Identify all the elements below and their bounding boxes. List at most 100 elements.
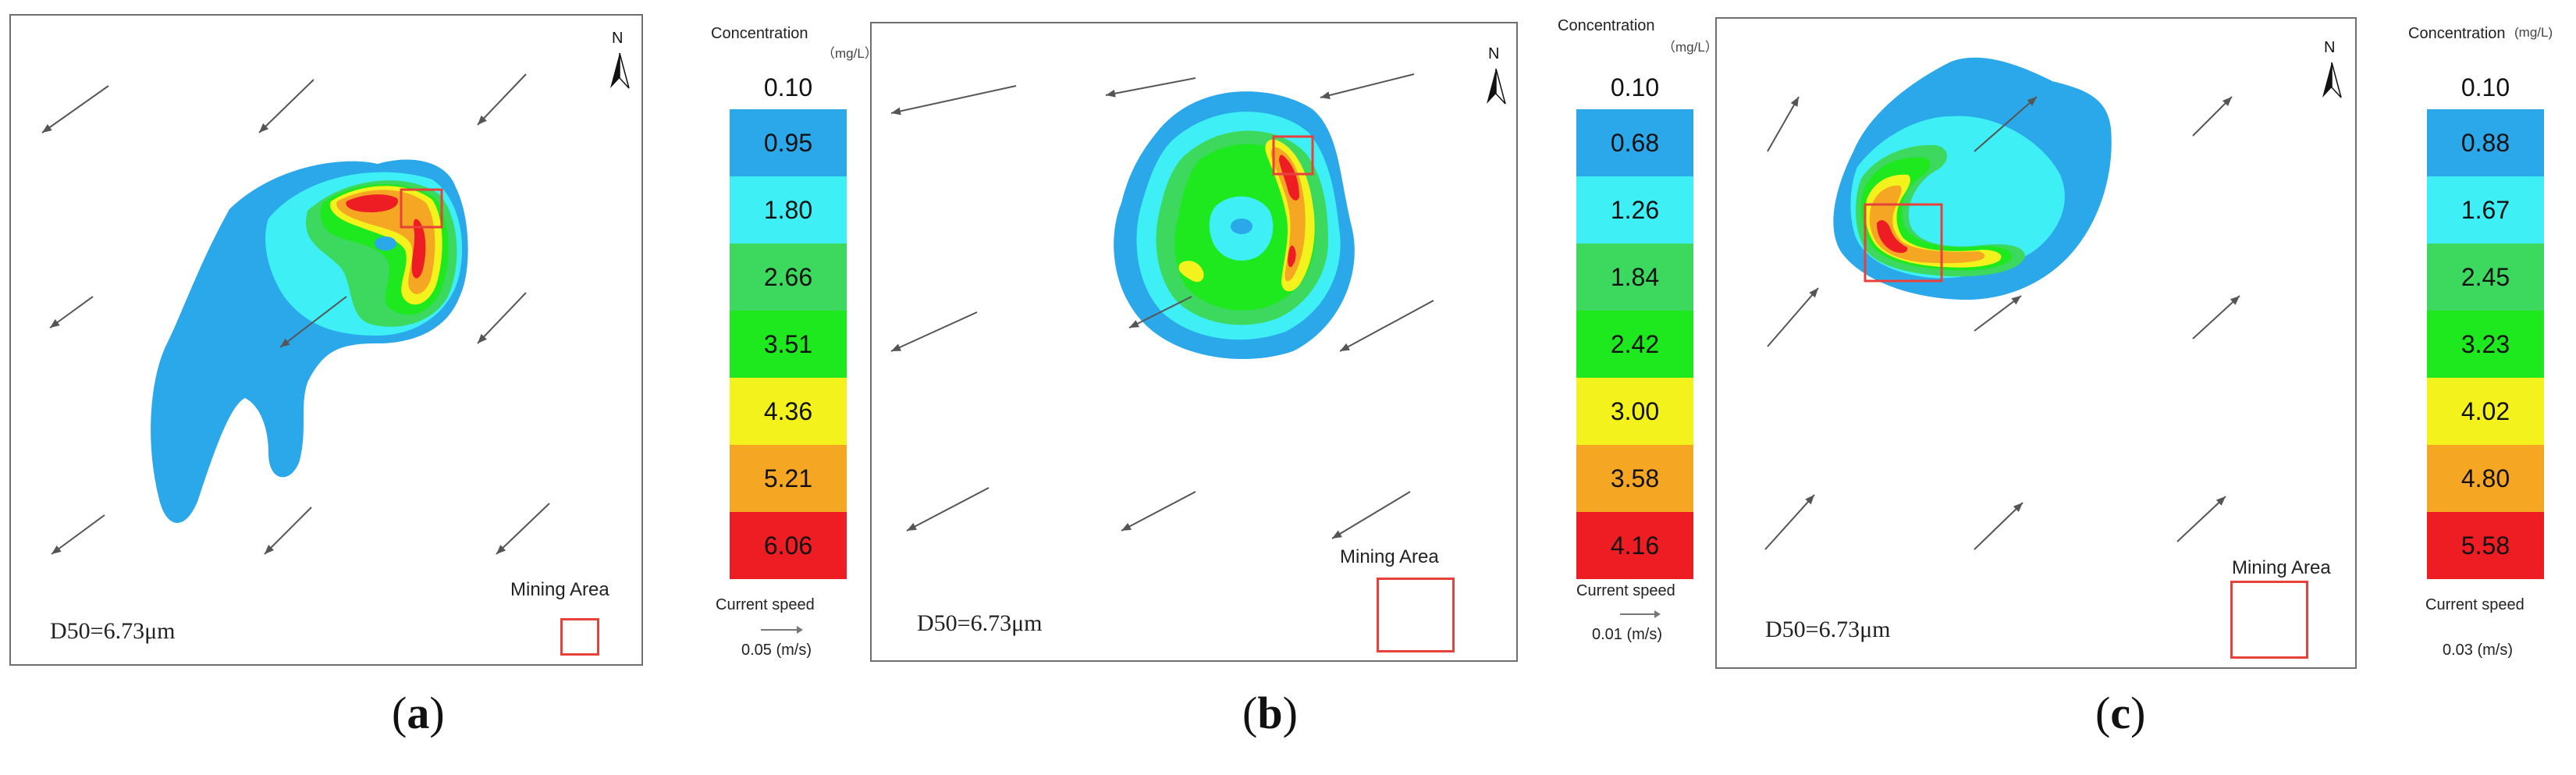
legend-band-3: 2.42 (1576, 311, 1693, 378)
current-vector-line (890, 311, 978, 352)
legend-band-0: 0.88 (2427, 109, 2544, 176)
current-vector-arrowhead (1809, 288, 1818, 298)
current-vector-line (1339, 300, 1434, 352)
panel-b-plume (1114, 91, 1355, 360)
current-vector-arrowhead (1790, 97, 1799, 107)
legend-band-6: 6.06 (730, 512, 847, 579)
caption-open: ( (392, 688, 407, 738)
legend-band-4: 3.00 (1576, 378, 1693, 445)
current-vector-line (41, 85, 109, 133)
legend-unit: （mg/L） (1662, 40, 1718, 55)
legend-band-0: 0.68 (1576, 109, 1693, 176)
current-vector-line (890, 85, 1017, 114)
legend-top-value: 0.10 (763, 73, 813, 101)
current-vector-line (258, 79, 314, 133)
current-speed-label: Current speed (2425, 596, 2524, 613)
panel-b-map: N D50=6.73μm Mining Area (870, 22, 1518, 662)
current-speed-value: 0.01 (m/s) (1592, 626, 1663, 643)
current-vector-arrowhead (1129, 320, 1139, 328)
current-vector-line (1974, 502, 2023, 550)
panel-b-legend: Concentration （mg/L） 0.10 0.68 1.26 1.84… (1558, 17, 1718, 643)
current-vector-line (1767, 96, 1800, 152)
mining-area-label: Mining Area (2232, 557, 2331, 578)
current-vector-arrowhead (42, 123, 52, 133)
north-indicator: N (1484, 45, 1508, 108)
legend-title: Concentration (2408, 25, 2506, 42)
current-vector-arrowhead (2222, 97, 2232, 107)
current-speed-label: Current speed (1576, 582, 1675, 599)
caption-close: ) (2130, 688, 2146, 738)
caption-letter: b (1257, 688, 1283, 738)
current-vector-line (496, 503, 550, 555)
legend-band-3: 3.51 (730, 311, 847, 378)
panel-c-legend: Concentration (mg/L) 0.10 0.88 1.67 2.45… (2408, 25, 2553, 659)
legend-top-value: 0.10 (2461, 73, 2510, 101)
mining-area-label: Mining Area (510, 579, 609, 600)
legend-band-0: 0.95 (730, 109, 847, 176)
legend-band-2: 1.84 (1576, 244, 1693, 311)
current-vector-arrowhead (52, 545, 62, 554)
inner-mining-area-box (1864, 203, 1943, 283)
legend-band-4: 4.36 (730, 378, 847, 445)
current-vector-line (1105, 77, 1196, 96)
legend-band-1: 1.80 (730, 176, 847, 244)
legend-band-6: 5.58 (2427, 512, 2544, 579)
panel-c-plume (1833, 57, 2112, 300)
current-vector-line (477, 292, 527, 344)
plume-center-blue (1231, 219, 1252, 234)
panel-c-map: N D50=6.73μm Mining Area (1715, 17, 2357, 669)
panel-a-caption: (a) (392, 687, 445, 739)
legend-title: Concentration (1558, 17, 1655, 34)
current-vector-line (264, 507, 312, 555)
current-vector-arrowhead (891, 343, 901, 351)
current-vector-arrowhead (907, 523, 917, 531)
current-speed-arrow-icon (761, 626, 803, 634)
current-speed-value: 0.05 (m/s) (741, 642, 812, 659)
north-label: N (1488, 45, 1500, 62)
current-vector-line (51, 514, 105, 555)
current-speed-arrow-icon (1620, 610, 1661, 618)
current-vector-arrowhead (2011, 296, 2021, 305)
current-vector-arrowhead (50, 318, 60, 328)
plume-band-4-small (1178, 261, 1204, 283)
current-vector-arrowhead (1320, 91, 1331, 99)
current-vector-arrowhead (265, 544, 275, 554)
current-vector-line (2192, 295, 2240, 340)
current-vector-line (2176, 496, 2226, 542)
panel-a-map: N D50=6.73μm Mining Area (9, 14, 643, 666)
current-vector-line (1331, 491, 1411, 539)
current-vector-arrowhead (280, 338, 290, 347)
north-indicator: N (608, 30, 631, 92)
current-vector-line (1974, 96, 2038, 152)
north-arrow-icon (2322, 62, 2342, 98)
plume-band-5 (336, 190, 435, 294)
current-vector-arrowhead (478, 115, 487, 125)
north-label: N (612, 30, 624, 47)
legend-top-value: 0.10 (1610, 73, 1660, 101)
legend-band-5: 3.58 (1576, 445, 1693, 512)
mining-area-label: Mining Area (1340, 546, 1439, 567)
current-vector-arrowhead (891, 107, 901, 116)
plume-band-6 (346, 194, 426, 279)
current-vector-line (1974, 295, 2022, 332)
north-arrow-icon (610, 52, 630, 89)
d50-label: D50=6.73μm (50, 618, 176, 644)
panel-a-plume (151, 159, 468, 523)
current-vector-arrowhead (1106, 89, 1116, 98)
mining-area-legend-box (1377, 578, 1455, 652)
legend-band-5: 5.21 (730, 445, 847, 512)
current-vector-line (1121, 491, 1196, 531)
current-vector-line (279, 296, 347, 348)
caption-letter: a (407, 688, 430, 738)
panel-a-current-arrows (41, 73, 550, 555)
caption-close: ) (1282, 688, 1298, 738)
panel-b-current-arrows (890, 73, 1434, 539)
north-indicator: N (2320, 39, 2343, 101)
inner-mining-area-box (400, 188, 443, 229)
panel-c-caption: (c) (2095, 687, 2145, 739)
plume-band-6 (1279, 155, 1299, 268)
legend-band-2: 2.45 (2427, 244, 2544, 311)
legend-band-3: 3.23 (2427, 311, 2544, 378)
legend-unit: (mg/L) (2514, 25, 2553, 40)
